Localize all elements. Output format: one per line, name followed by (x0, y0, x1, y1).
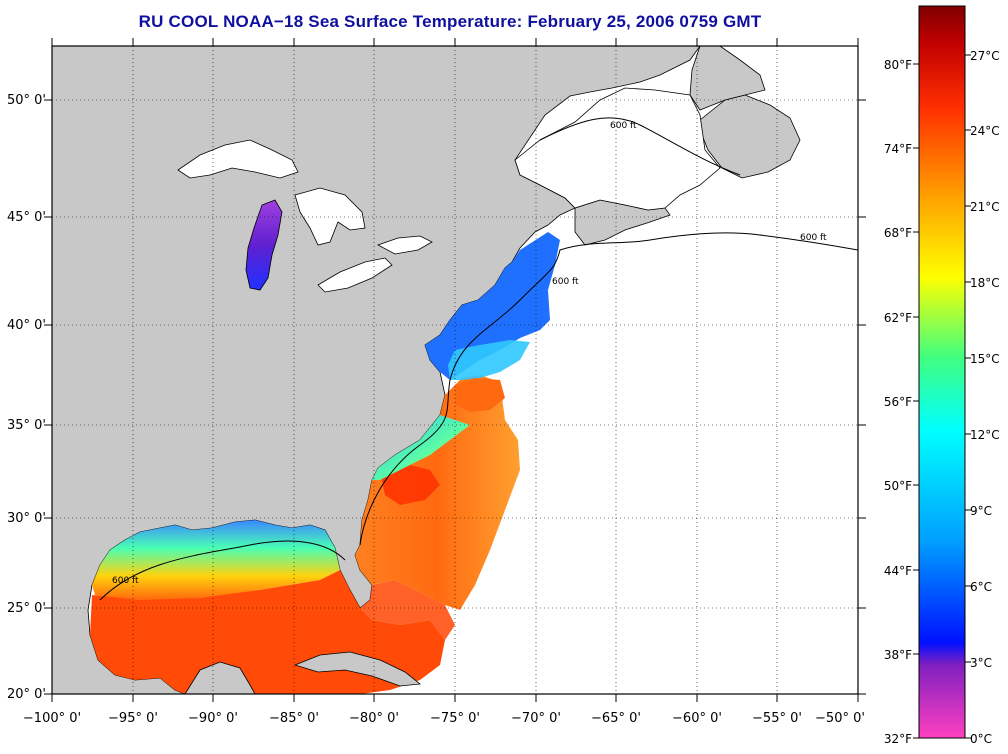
celsius-label: 0°C (970, 732, 992, 746)
isobath-label: 600 ft (112, 576, 139, 586)
lat-tick-label: 20° 0' (7, 687, 46, 702)
fahrenheit-label: 32°F (884, 732, 912, 746)
isobath-label: 600 ft (552, 277, 579, 287)
lon-tick-label: −70° 0' (511, 711, 561, 726)
lon-tick-label: −95° 0' (108, 711, 158, 726)
lat-tick-label: 45° 0' (7, 210, 46, 225)
celsius-label: 9°C (970, 504, 992, 518)
lon-tick-label: −55° 0' (752, 711, 802, 726)
lon-tick-label: −50° 0' (815, 711, 865, 726)
lat-tick-label: 30° 0' (7, 511, 46, 526)
lake-erie (317, 257, 393, 293)
lon-tick-label: −65° 0' (591, 711, 641, 726)
celsius-label: 24°C (970, 124, 1000, 138)
graticule (52, 46, 858, 694)
lake-huron (294, 187, 366, 246)
lon-tick-label: −90° 0' (188, 711, 238, 726)
sst-shelf-cyan (448, 340, 530, 380)
celsius-label: 3°C (970, 656, 992, 670)
sst-gulf-of-mexico-north (92, 520, 340, 600)
fahrenheit-label: 38°F (884, 648, 912, 662)
lake-superior (177, 139, 299, 179)
gulf-st-lawrence (514, 87, 721, 211)
celsius-label: 18°C (970, 276, 1000, 290)
lon-tick-label: −80° 0' (349, 711, 399, 726)
fahrenheit-label: 56°F (884, 395, 912, 409)
lon-tick-label: −60° 0' (672, 711, 722, 726)
isobath-600ft-contour (99, 117, 858, 601)
celsius-label: 21°C (970, 200, 1000, 214)
sst-mid-atlantic-shelf (425, 232, 560, 380)
isobath-label: 600 ft (610, 121, 637, 131)
celsius-label: 6°C (970, 580, 992, 594)
lake-michigan (245, 199, 283, 291)
sst-gulf-stream-red (380, 465, 440, 505)
lon-tick-label: −100° 0' (23, 711, 81, 726)
fahrenheit-label: 44°F (884, 564, 912, 578)
sst-florida-straits (360, 580, 455, 640)
sst-atlantic-offshore (355, 375, 520, 610)
land-yucatan (184, 661, 256, 694)
fahrenheit-label: 74°F (884, 142, 912, 156)
fahrenheit-label: 80°F (884, 58, 912, 72)
lon-tick-label: −85° 0' (269, 711, 319, 726)
celsius-label: 27°C (970, 49, 1000, 63)
lat-tick-label: 35° 0' (7, 418, 46, 433)
lat-tick-label: 40° 0' (7, 318, 46, 333)
land-labrador (689, 46, 766, 111)
sst-slope-warm (455, 378, 505, 412)
fahrenheit-label: 68°F (884, 226, 912, 240)
lon-tick-label: −75° 0' (430, 711, 480, 726)
celsius-label: 15°C (970, 352, 1000, 366)
sst-shelf-carolinas (372, 415, 470, 480)
lake-ontario (377, 235, 433, 255)
land-cuba (293, 651, 422, 687)
celsius-label: 12°C (970, 428, 1000, 442)
lat-tick-label: 25° 0' (7, 601, 46, 616)
colorbar (918, 5, 966, 739)
lat-tick-label: 50° 0' (7, 93, 46, 108)
isobath-label: 600 ft (800, 233, 827, 243)
fahrenheit-label: 50°F (884, 479, 912, 493)
map-title: RU COOL NOAA−18 Sea Surface Temperature:… (138, 12, 762, 31)
fahrenheit-label: 62°F (884, 311, 912, 325)
